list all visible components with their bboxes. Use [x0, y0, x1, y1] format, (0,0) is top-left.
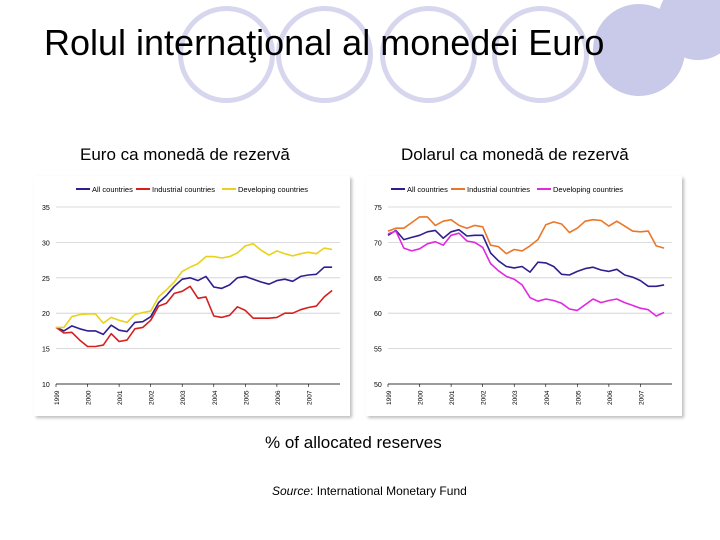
euro-series-line: [55, 285, 333, 348]
dollar-x-tick-label: 2005: [575, 390, 582, 405]
euro-x-tick-label: 1999: [54, 390, 61, 405]
dollar-series-line: [387, 230, 665, 317]
euro-legend-label: Industrial countries: [152, 185, 215, 194]
dollar-y-tick-label: 55: [374, 347, 382, 354]
dollar-x-tick-label: 2001: [449, 390, 456, 405]
dollar-y-tick-label: 60: [374, 311, 382, 318]
dollar-legend-label: All countries: [407, 185, 448, 194]
euro-series-line: [56, 243, 333, 329]
dollar-legend-label: Developing countries: [553, 185, 623, 194]
decorative-ring: [492, 6, 589, 103]
euro-reserve-chart: All countries Industrial countries Develop…: [34, 176, 350, 416]
dollar-x-tick-label: 2002: [481, 390, 488, 405]
decorative-ring: [178, 6, 275, 103]
dollar-x-tick-label: 2000: [418, 390, 425, 405]
decorative-ring: [380, 6, 477, 103]
euro-x-tick-label: 2005: [243, 390, 250, 405]
dollar-y-tick-label: 75: [374, 205, 382, 212]
euro-chart-caption: Euro ca monedă de rezervă: [80, 145, 290, 164]
dollar-x-tick-label: 2003: [512, 390, 519, 405]
euro-chart-svg: All countries Industrial countries Develop…: [42, 185, 340, 405]
dollar-legend-label: Industrial countries: [467, 185, 530, 194]
euro-x-tick-label: 2006: [275, 390, 282, 405]
dollar-chart-svg: All countries Industrial countries Develop…: [374, 185, 672, 405]
dollar-y-tick-label: 65: [374, 276, 382, 283]
slide-title: Rolul internaţional al monedei Euro: [44, 22, 605, 63]
euro-x-tick-label: 2004: [212, 390, 219, 405]
euro-x-tick-label: 2003: [180, 390, 187, 405]
dollar-x-tick-label: 2004: [544, 390, 551, 405]
euro-x-tick-label: 2007: [306, 390, 313, 405]
dollar-reserve-chart: All countries Industrial countries Develop…: [366, 176, 682, 416]
euro-y-tick-label: 15: [42, 347, 50, 354]
euro-legend-label: All countries: [92, 185, 133, 194]
euro-y-tick-label: 25: [42, 276, 50, 283]
euro-x-tick-label: 2001: [117, 390, 124, 405]
decorative-ring: [276, 6, 373, 103]
dollar-chart-caption: Dolarul ca monedă de rezervă: [401, 145, 629, 164]
source-text: : International Monetary Fund: [310, 484, 467, 498]
euro-y-tick-label: 20: [42, 311, 50, 318]
dollar-y-tick-label: 70: [374, 240, 382, 247]
euro-y-tick-label: 30: [42, 240, 50, 247]
euro-y-tick-label: 35: [42, 205, 50, 212]
units-note: % of allocated reserves: [265, 433, 442, 452]
euro-x-tick-label: 2002: [149, 390, 156, 405]
dollar-y-tick-label: 50: [374, 382, 382, 389]
euro-x-tick-label: 2000: [86, 390, 93, 405]
dollar-series-line: [387, 228, 665, 288]
dollar-x-tick-label: 2007: [638, 390, 645, 405]
euro-series-line: [55, 266, 333, 336]
dollar-x-tick-label: 1999: [386, 390, 393, 405]
euro-y-tick-label: 10: [42, 382, 50, 389]
dollar-x-tick-label: 2006: [607, 390, 614, 405]
dollar-series-line: [387, 216, 665, 255]
euro-legend-label: Developing countries: [238, 185, 308, 194]
source-prefix: Source: [272, 484, 311, 498]
source-note: Source: International Monetary Fund: [272, 484, 467, 498]
